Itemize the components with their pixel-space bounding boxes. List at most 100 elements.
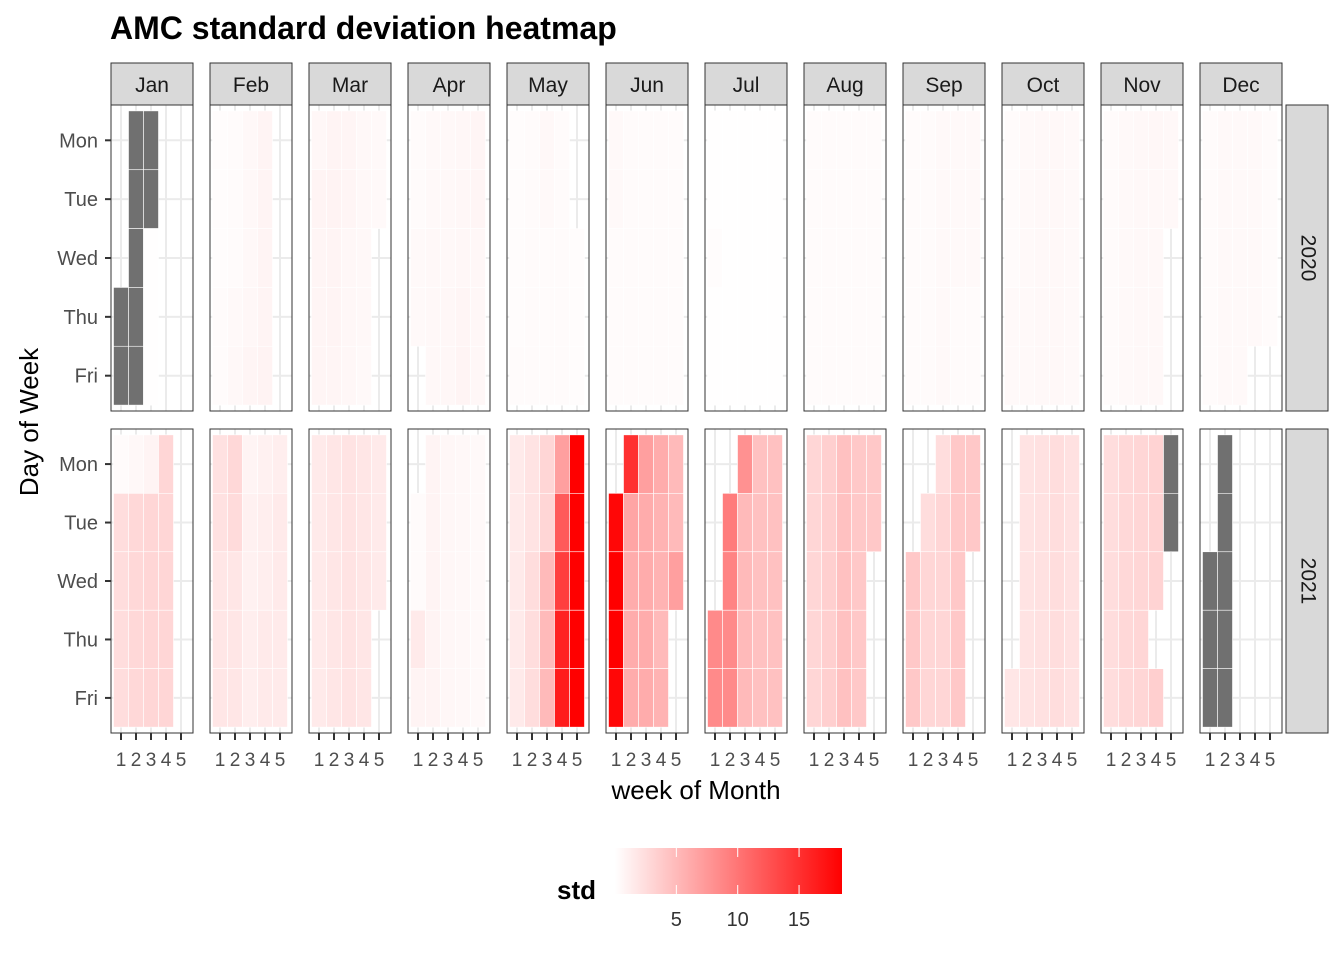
heatmap-tile (1217, 169, 1233, 229)
heatmap-tile (272, 609, 288, 669)
heatmap-tile (554, 110, 570, 171)
heatmap-tile (257, 551, 273, 611)
heatmap-tile (470, 345, 486, 406)
heatmap-tile (866, 345, 882, 406)
heatmap-tile (227, 110, 243, 171)
heatmap-tile (668, 551, 684, 611)
heatmap-tile (425, 110, 441, 171)
heatmap-tile (539, 169, 555, 229)
heatmap-tile (752, 668, 768, 728)
facet-strip-jul (704, 62, 788, 106)
heatmap-tile (806, 287, 822, 347)
heatmap-tile (920, 287, 936, 347)
heatmap-tile (1019, 609, 1035, 669)
heatmap-tile (965, 434, 981, 494)
heatmap-tile (1004, 287, 1020, 347)
x-tick-label: 4 (458, 750, 469, 771)
heatmap-tile (668, 345, 684, 406)
heatmap-tile (242, 287, 258, 347)
heatmap-tile (509, 668, 525, 728)
heatmap-tile (920, 609, 936, 669)
heatmap-tile (905, 228, 921, 288)
heatmap-tile (608, 345, 624, 406)
heatmap-tile (1034, 551, 1050, 611)
facet-strip-jun (605, 62, 689, 106)
heatmap-tile (1103, 287, 1119, 347)
heatmap-tile (767, 169, 783, 229)
heatmap-tile (623, 434, 639, 494)
heatmap-tile (242, 345, 258, 406)
heatmap-tile (1217, 228, 1233, 288)
x-tick-label: 4 (953, 750, 964, 771)
heatmap-tile (440, 345, 456, 406)
heatmap-tile (821, 551, 837, 611)
heatmap-tile (722, 609, 738, 669)
heatmap-tile (1064, 287, 1080, 347)
heatmap-tile (1019, 169, 1035, 229)
heatmap-tile (1262, 228, 1278, 288)
heatmap-tile (1064, 668, 1080, 728)
heatmap-tile (623, 287, 639, 347)
heatmap-tile (1247, 169, 1263, 229)
panel-border (1001, 104, 1085, 412)
heatmap-tile (767, 609, 783, 669)
heatmap-tile (836, 110, 852, 171)
heatmap-tile (737, 434, 753, 494)
heatmap-tile (425, 668, 441, 728)
heatmap-tile (1217, 345, 1233, 406)
heatmap-tile (539, 493, 555, 553)
heatmap-tile (935, 551, 951, 611)
heatmap-tile (1004, 169, 1020, 229)
heatmap-tile (668, 493, 684, 553)
heatmap-tile (1103, 493, 1119, 553)
facet-strip-may (506, 62, 590, 106)
heatmap-tile (242, 551, 258, 611)
heatmap-tile (440, 551, 456, 611)
heatmap-tile (1217, 434, 1233, 494)
heatmap-tile (950, 287, 966, 347)
heatmap-tile (272, 668, 288, 728)
heatmap-tile (341, 668, 357, 728)
x-tick-label: 4 (557, 750, 568, 771)
heatmap-tile (212, 345, 228, 406)
heatmap-tile (1019, 345, 1035, 406)
heatmap-tile (767, 551, 783, 611)
heatmap-tile (509, 169, 525, 229)
heatmap-tile (272, 493, 288, 553)
heatmap-tile (1118, 345, 1134, 406)
heatmap-tile (341, 110, 357, 171)
heatmap-tile (638, 169, 654, 229)
panel-border (407, 104, 491, 412)
heatmap-tile (851, 609, 867, 669)
heatmap-tile (707, 169, 723, 229)
heatmap-tile (722, 668, 738, 728)
heatmap-tile (668, 287, 684, 347)
heatmap-tile (638, 228, 654, 288)
x-tick-label: 3 (1136, 750, 1147, 771)
heatmap-tile (524, 345, 540, 406)
heatmap-tile (737, 551, 753, 611)
heatmap-tile (410, 551, 426, 611)
heatmap-tile (1133, 493, 1149, 553)
x-tick-label: 5 (473, 750, 484, 771)
heatmap-tile (836, 609, 852, 669)
heatmap-tile (752, 609, 768, 669)
heatmap-tile (836, 228, 852, 288)
heatmap-tile (158, 493, 174, 553)
heatmap-tile (767, 110, 783, 171)
heatmap-tile (623, 609, 639, 669)
heatmap-tile (965, 287, 981, 347)
heatmap-tile (608, 668, 624, 728)
heatmap-tile (1004, 345, 1020, 406)
heatmap-tile (356, 551, 372, 611)
heatmap-tile (425, 287, 441, 347)
heatmap-tile (524, 169, 540, 229)
heatmap-tile (1232, 345, 1248, 406)
heatmap-tile (539, 434, 555, 494)
heatmap-tile (767, 228, 783, 288)
heatmap-tile (905, 609, 921, 669)
x-tick-label: 4 (359, 750, 370, 771)
x-tick-label: 5 (869, 750, 880, 771)
heatmap-tile (1217, 668, 1233, 728)
